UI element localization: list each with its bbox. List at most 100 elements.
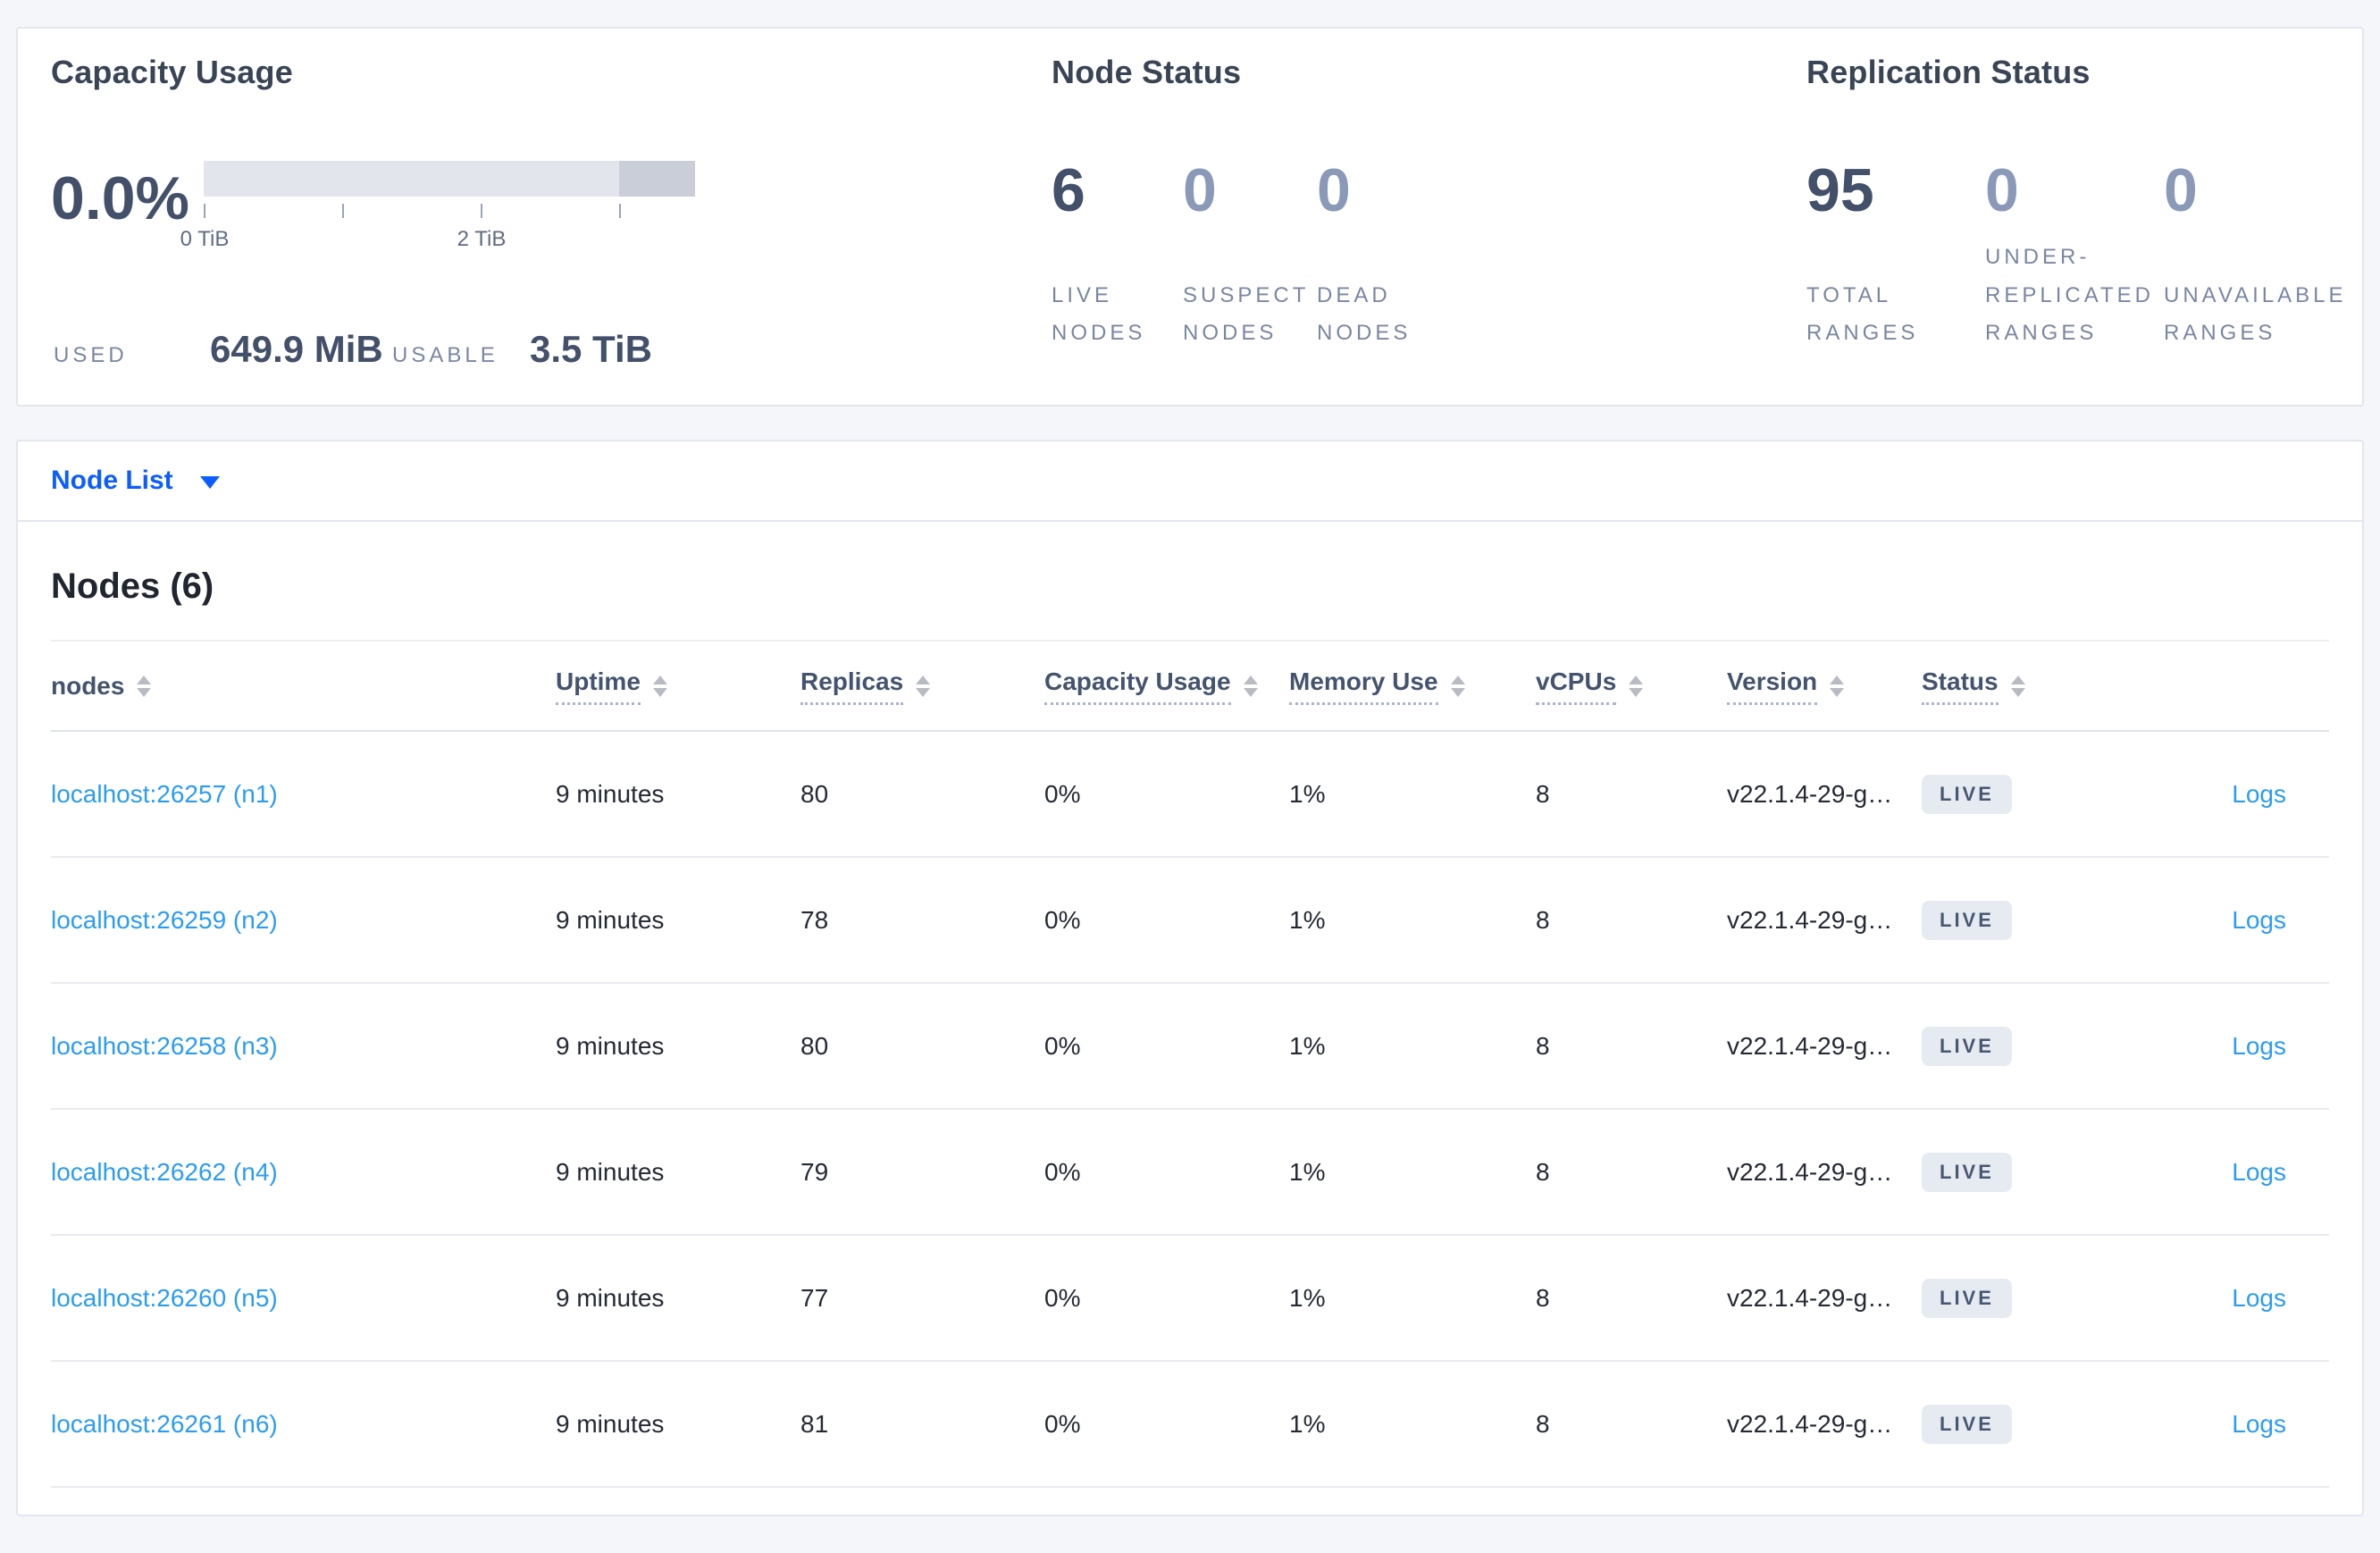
sort-icon — [652, 675, 667, 697]
node-status-section: Node Status 6 LIVE NODES 0 SUSPECT NODES… — [1052, 29, 1793, 405]
under-replicated-ranges-stat: 0 UNDER-REPLICATED RANGES — [1985, 160, 2164, 353]
memory-use-cell: 1% — [1289, 1235, 1536, 1362]
uptime-cell: 9 minutes — [556, 983, 800, 1110]
column-header-vcpus[interactable]: vCPUs — [1536, 642, 1727, 732]
used-label: USED — [54, 343, 128, 367]
total-ranges-value: 95 — [1806, 156, 1874, 224]
table-row: localhost:26259 (n2) 9 minutes 78 0% 1% … — [51, 857, 2329, 984]
cluster-summary-panel: Capacity Usage 0.0% 0 TiB 2 TiB USED 649… — [16, 27, 2364, 407]
total-ranges-label: TOTAL RANGES — [1806, 282, 1919, 346]
view-selector-dropdown[interactable]: Node List — [51, 466, 220, 496]
sort-icon — [1830, 675, 1845, 697]
logs-link[interactable]: Logs — [2232, 1283, 2286, 1312]
cluster-overview-page: Capacity Usage 0.0% 0 TiB 2 TiB USED 649… — [0, 27, 2380, 1516]
nodes-table: nodes Uptime Replicas Capacity Usage Mem… — [51, 642, 2329, 1488]
version-cell: v22.1.4-29-g… — [1727, 1361, 1922, 1488]
nodes-table-card: Nodes (6) nodes Uptime Replicas — [16, 520, 2364, 1516]
table-header-row: nodes Uptime Replicas Capacity Usage Mem… — [51, 642, 2329, 732]
capacity-bar-other-segment — [619, 161, 695, 197]
logs-link[interactable]: Logs — [2232, 779, 2286, 808]
column-header-status[interactable]: Status — [1922, 642, 2127, 732]
dead-nodes-value: 0 — [1317, 156, 1351, 224]
table-row: localhost:26260 (n5) 9 minutes 77 0% 1% … — [51, 1235, 2329, 1362]
gauge-tick-label: 0 TiB — [180, 227, 230, 251]
sort-icon — [1450, 675, 1465, 697]
replication-status-stats: 95 TOTAL RANGES 0 UNDER-REPLICATED RANGE… — [1806, 160, 2369, 353]
usable-value: 3.5 TiB — [530, 328, 652, 370]
vcpus-cell: 8 — [1536, 731, 1727, 858]
vcpus-cell: 8 — [1536, 983, 1727, 1110]
title-divider — [51, 640, 2329, 642]
view-selector-label: Node List — [51, 466, 173, 495]
replicas-cell: 80 — [800, 983, 1044, 1110]
sort-icon — [1629, 675, 1644, 697]
column-header-version[interactable]: Version — [1727, 642, 1922, 732]
table-row: localhost:26262 (n4) 9 minutes 79 0% 1% … — [51, 1109, 2329, 1236]
table-row: localhost:26257 (n1) 9 minutes 80 0% 1% … — [51, 731, 2329, 858]
uptime-cell: 9 minutes — [556, 1235, 800, 1362]
unavailable-ranges-label: UNAVAILABLE RANGES — [2164, 282, 2347, 346]
replicas-cell: 77 — [800, 1235, 1044, 1362]
memory-use-cell: 1% — [1289, 857, 1536, 984]
column-header-replicas[interactable]: Replicas — [800, 642, 1044, 732]
capacity-usage-cell: 0% — [1044, 1361, 1289, 1488]
logs-link[interactable]: Logs — [2232, 1157, 2286, 1186]
node-link[interactable]: localhost:26258 (n3) — [51, 1031, 278, 1060]
node-link[interactable]: localhost:26261 (n6) — [51, 1409, 278, 1438]
gauge-tick-label: 2 TiB — [457, 227, 507, 251]
capacity-bar-track — [204, 161, 695, 197]
usable-label: USABLE — [392, 343, 499, 367]
capacity-used-row: USED 649.9 MiB USABLE 3.5 TiB — [54, 331, 1036, 384]
replicas-cell: 80 — [800, 731, 1044, 858]
node-status-title: Node Status — [1052, 54, 1242, 90]
gauge-tick — [619, 204, 621, 218]
gauge-tick — [481, 204, 482, 218]
sort-icon — [916, 675, 931, 697]
column-header-capacity-usage[interactable]: Capacity Usage — [1044, 642, 1289, 732]
table-row: localhost:26261 (n6) 9 minutes 81 0% 1% … — [51, 1361, 2329, 1488]
column-header-memory-use[interactable]: Memory Use — [1289, 642, 1536, 732]
total-ranges-stat: 95 TOTAL RANGES — [1806, 160, 1985, 353]
memory-use-cell: 1% — [1289, 983, 1536, 1110]
status-badge: LIVE — [1922, 1026, 2012, 1066]
replication-status-section: Replication Status 95 TOTAL RANGES 0 UND… — [1806, 29, 2369, 405]
live-nodes-label: LIVE NODES — [1052, 282, 1146, 346]
suspect-nodes-stat: 0 SUSPECT NODES — [1183, 160, 1317, 353]
used-value: 649.9 MiB — [210, 328, 383, 370]
node-link[interactable]: localhost:26259 (n2) — [51, 905, 278, 934]
memory-use-cell: 1% — [1289, 731, 1536, 858]
node-status-stats: 6 LIVE NODES 0 SUSPECT NODES 0 DEAD NODE… — [1052, 160, 1469, 353]
chevron-down-icon — [199, 476, 220, 489]
uptime-cell: 9 minutes — [556, 1361, 800, 1488]
column-header-uptime[interactable]: Uptime — [556, 642, 800, 732]
nodes-table-title: Nodes (6) — [51, 567, 214, 606]
table-row: localhost:26258 (n3) 9 minutes 80 0% 1% … — [51, 983, 2329, 1110]
version-cell: v22.1.4-29-g… — [1727, 731, 1922, 858]
version-cell: v22.1.4-29-g… — [1727, 983, 1922, 1110]
logs-link[interactable]: Logs — [2232, 905, 2286, 934]
gauge-tick — [342, 204, 344, 218]
status-badge: LIVE — [1922, 1152, 2012, 1192]
logs-link[interactable]: Logs — [2232, 1409, 2286, 1438]
node-link[interactable]: localhost:26262 (n4) — [51, 1157, 278, 1186]
memory-use-cell: 1% — [1289, 1361, 1536, 1488]
status-badge: LIVE — [1922, 1278, 2012, 1318]
capacity-usage-cell: 0% — [1044, 857, 1289, 984]
vcpus-cell: 8 — [1536, 857, 1727, 984]
replication-status-title: Replication Status — [1806, 54, 2091, 90]
node-link[interactable]: localhost:26257 (n1) — [51, 779, 278, 808]
capacity-usage-cell: 0% — [1044, 983, 1289, 1110]
capacity-usage-title: Capacity Usage — [51, 54, 293, 90]
sort-icon — [137, 675, 152, 697]
uptime-cell: 9 minutes — [556, 1109, 800, 1236]
vcpus-cell: 8 — [1536, 1235, 1727, 1362]
vcpus-cell: 8 — [1536, 1361, 1727, 1488]
uptime-cell: 9 minutes — [556, 857, 800, 984]
suspect-nodes-label: SUSPECT NODES — [1183, 282, 1309, 346]
node-link[interactable]: localhost:26260 (n5) — [51, 1283, 278, 1312]
logs-link[interactable]: Logs — [2232, 1031, 2286, 1060]
uptime-cell: 9 minutes — [556, 731, 800, 858]
column-header-nodes[interactable]: nodes — [51, 642, 556, 732]
dead-nodes-label: DEAD NODES — [1317, 282, 1412, 346]
view-selector-bar: Node List — [16, 440, 2364, 520]
